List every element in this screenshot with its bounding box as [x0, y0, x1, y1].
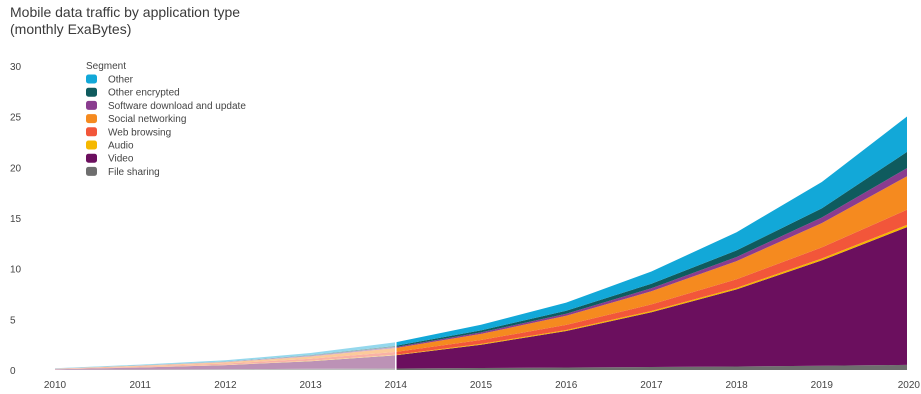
- x-tick-label: 2017: [640, 380, 663, 391]
- legend-swatch: [86, 127, 97, 137]
- area-video: [55, 227, 907, 370]
- chart-subtitle: (monthly ExaBytes): [10, 21, 132, 37]
- legend-label: Other encrypted: [108, 88, 180, 99]
- legend-swatch: [86, 100, 97, 110]
- y-tick-label: 20: [10, 163, 22, 174]
- x-tick-label: 2019: [811, 380, 834, 391]
- legend-title: Segment: [86, 61, 126, 72]
- x-tick-label: 2015: [470, 380, 493, 391]
- legend-label: File sharing: [108, 167, 160, 178]
- y-tick-label: 15: [10, 214, 22, 225]
- legend-swatch: [86, 114, 97, 124]
- legend-swatch: [86, 87, 97, 97]
- y-tick-label: 25: [10, 113, 22, 124]
- x-tick-label: 2016: [555, 380, 578, 391]
- area-file-sharing: [55, 364, 907, 370]
- legend-label: Software download and update: [108, 101, 246, 112]
- x-tick-label: 2020: [898, 380, 921, 391]
- y-tick-label: 10: [10, 265, 22, 276]
- x-tick-label: 2011: [129, 380, 151, 391]
- y-tick-label: 0: [10, 366, 16, 377]
- legend-swatch: [86, 166, 97, 176]
- x-tick-label: 2013: [299, 380, 322, 391]
- legend-swatch: [86, 140, 97, 150]
- chart-title: Mobile data traffic by application type: [10, 4, 241, 20]
- x-tick-label: 2018: [725, 380, 748, 391]
- x-tick-label: 2014: [385, 380, 408, 391]
- legend-label: Video: [108, 154, 134, 165]
- legend-label: Audio: [108, 141, 134, 152]
- legend-label: Web browsing: [108, 127, 171, 138]
- y-tick-label: 30: [10, 62, 22, 73]
- legend: Segment Other Other encrypted Software dow…: [86, 61, 246, 178]
- chart-title-block: Mobile data traffic by application type …: [10, 4, 240, 38]
- legend-swatch: [86, 153, 97, 163]
- x-tick-label: 2010: [44, 380, 67, 391]
- series-areas: [55, 116, 907, 370]
- legend-label: Other: [108, 75, 134, 86]
- y-tick-label: 5: [10, 315, 16, 326]
- area-other: [55, 116, 907, 369]
- area-social-networking: [55, 176, 907, 369]
- x-tick-label: 2012: [214, 380, 237, 391]
- historical-shade-overlay: [55, 66, 396, 372]
- y-axis: 0 5 10 15 20 25 30: [10, 62, 22, 377]
- legend-label: Social networking: [108, 114, 186, 125]
- x-axis: 2010 2011 2012 2013 2014 2015 2016 2017 2018 2019…: [44, 380, 921, 391]
- legend-swatch: [86, 74, 97, 84]
